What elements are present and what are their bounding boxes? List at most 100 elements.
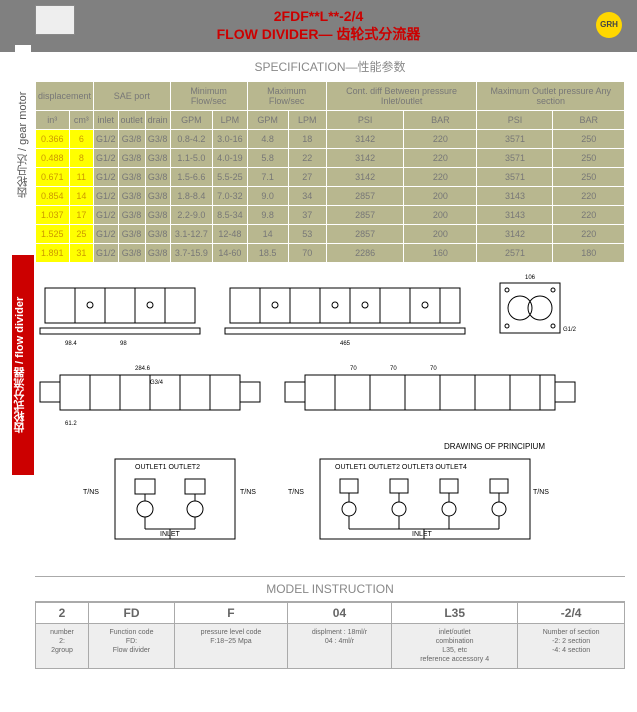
spec-cell: 14-60 <box>213 244 247 263</box>
principium-label: DRAWING OF PRINCIPIUM <box>35 442 625 451</box>
diagram-4section-plan: 70 70 70 <box>280 360 580 430</box>
spec-cell: 220 <box>404 130 477 149</box>
spec-cell: 180 <box>553 244 625 263</box>
spec-cell: G1/2 <box>94 168 119 187</box>
header-thumbnail <box>35 5 75 35</box>
spec-cell: G3/8 <box>145 206 170 225</box>
spec-cell: 7.1 <box>247 168 288 187</box>
spec-cell: 34 <box>288 187 326 206</box>
spec-cell: G3/8 <box>145 187 170 206</box>
spec-col-header: PSI <box>477 111 553 130</box>
spec-cell: G1/2 <box>94 130 119 149</box>
spec-cell: 3142 <box>326 168 404 187</box>
spec-cell: G3/8 <box>118 225 145 244</box>
svg-text:70: 70 <box>430 366 437 372</box>
spec-cell: 27 <box>288 168 326 187</box>
spec-row: 0.3666G1/2G3/8G3/80.8-4.23.0-164.8183142… <box>36 130 625 149</box>
svg-text:OUTLET1 OUTLET2: OUTLET1 OUTLET2 <box>135 464 200 471</box>
spec-cell: 0.8-4.2 <box>170 130 213 149</box>
svg-text:OUTLET1 OUTLET2 OUTLET3 OUTLET: OUTLET1 OUTLET2 OUTLET3 OUTLET4 <box>335 464 467 471</box>
spec-cell: 31 <box>69 244 93 263</box>
svg-text:106: 106 <box>525 275 536 281</box>
spec-cell: 0.488 <box>36 149 70 168</box>
model-head-cell: 04 <box>287 603 391 624</box>
spec-cell: G3/8 <box>145 149 170 168</box>
spec-row: 1.52525G1/2G3/8G3/83.1-12.712-4814532857… <box>36 225 625 244</box>
spec-cell: 250 <box>553 168 625 187</box>
spec-cell: G1/2 <box>94 149 119 168</box>
spec-cell: 3142 <box>477 225 553 244</box>
spec-cell: 220 <box>553 187 625 206</box>
spec-col-header: GPM <box>247 111 288 130</box>
svg-text:70: 70 <box>350 366 357 372</box>
spec-cell: 5.5-25 <box>213 168 247 187</box>
svg-text:INLET: INLET <box>412 531 433 538</box>
svg-text:G3/4: G3/4 <box>150 380 164 386</box>
svg-text:T/NS: T/NS <box>240 489 256 496</box>
spec-cell: G3/8 <box>145 244 170 263</box>
model-instruction-title: MODEL INSTRUCTION <box>35 576 625 602</box>
spec-cell: 160 <box>404 244 477 263</box>
spec-cell: 1.525 <box>36 225 70 244</box>
diagram-end-view: 106 G1/2 <box>485 273 580 348</box>
model-desc-cell: inlet/outlet combination L35, etc refere… <box>392 624 518 669</box>
header-title-2: FLOW DIVIDER— 齿轮式分流器 <box>0 24 637 44</box>
spec-cell: 1.1-5.0 <box>170 149 213 168</box>
spec-cell: 8.5-34 <box>213 206 247 225</box>
spec-cell: 2857 <box>326 187 404 206</box>
specification-table: displacementSAE portMinimum Flow/secMaxi… <box>35 81 625 263</box>
svg-text:61.2: 61.2 <box>65 421 77 427</box>
spec-cell: 250 <box>553 149 625 168</box>
spec-cell: 3142 <box>326 130 404 149</box>
spec-cell: 25 <box>69 225 93 244</box>
schematic-2outlet: OUTLET1 OUTLET2 T/NS T/NS INLET <box>65 454 265 549</box>
spec-cell: G3/8 <box>145 225 170 244</box>
spec-cell: 200 <box>404 225 477 244</box>
svg-text:T/NS: T/NS <box>533 489 549 496</box>
spec-cell: 6 <box>69 130 93 149</box>
spec-cell: 3143 <box>477 206 553 225</box>
spec-cell: 4.0-19 <box>213 149 247 168</box>
spec-cell: 2286 <box>326 244 404 263</box>
svg-text:98.4: 98.4 <box>65 341 77 347</box>
svg-text:465: 465 <box>340 341 351 347</box>
spec-row: 1.03717G1/2G3/8G3/82.2-9.08.5-349.837285… <box>36 206 625 225</box>
spec-cell: G3/8 <box>118 149 145 168</box>
spec-cell: G1/2 <box>94 187 119 206</box>
spec-cell: 9.0 <box>247 187 288 206</box>
spec-col-header: LPM <box>288 111 326 130</box>
spec-col-header: outlet <box>118 111 145 130</box>
svg-text:70: 70 <box>390 366 397 372</box>
spec-cell: G1/2 <box>94 244 119 263</box>
specification-title: SPECIFICATION—性能参数 <box>35 52 625 81</box>
spec-col-header: PSI <box>326 111 404 130</box>
spec-cell: 7.0-32 <box>213 187 247 206</box>
spec-cell: 200 <box>404 187 477 206</box>
spec-row: 0.85414G1/2G3/8G3/81.8-8.47.0-329.034285… <box>36 187 625 206</box>
model-desc-cell: displment : 18ml/r 04 : 4ml/r <box>287 624 391 669</box>
schematic-4outlet: OUTLET1 OUTLET2 OUTLET3 OUTLET4 T/NS T/N… <box>280 454 550 549</box>
svg-text:T/NS: T/NS <box>83 489 99 496</box>
model-head-cell: FD <box>89 603 175 624</box>
spec-cell: G1/2 <box>94 225 119 244</box>
spec-cell: G3/8 <box>118 187 145 206</box>
spec-cell: G3/8 <box>118 244 145 263</box>
spec-cell: 18 <box>288 130 326 149</box>
spec-cell: 3571 <box>477 130 553 149</box>
svg-text:G1/2: G1/2 <box>563 327 577 333</box>
diagrams-area: 98.4 98 465 106 G1/2 <box>35 263 625 571</box>
diagram-2section-plan: 284.6 G3/4 61.2 <box>35 360 265 430</box>
spec-cell: 200 <box>404 206 477 225</box>
spec-cell: 0.671 <box>36 168 70 187</box>
svg-text:T/NS: T/NS <box>288 489 304 496</box>
spec-col-header: in³ <box>36 111 70 130</box>
spec-cell: 3142 <box>326 149 404 168</box>
sidebar-red-label: 齿轮式分流器 / flow divider <box>12 255 34 475</box>
model-desc-cell: number 2: 2group <box>36 624 89 669</box>
spec-cell: 250 <box>553 130 625 149</box>
spec-col-header: BAR <box>404 111 477 130</box>
svg-text:INLET: INLET <box>160 531 181 538</box>
spec-cell: G3/8 <box>118 206 145 225</box>
spec-group-header: Maximum Outlet pressure Any section <box>477 82 625 111</box>
spec-cell: 3571 <box>477 149 553 168</box>
